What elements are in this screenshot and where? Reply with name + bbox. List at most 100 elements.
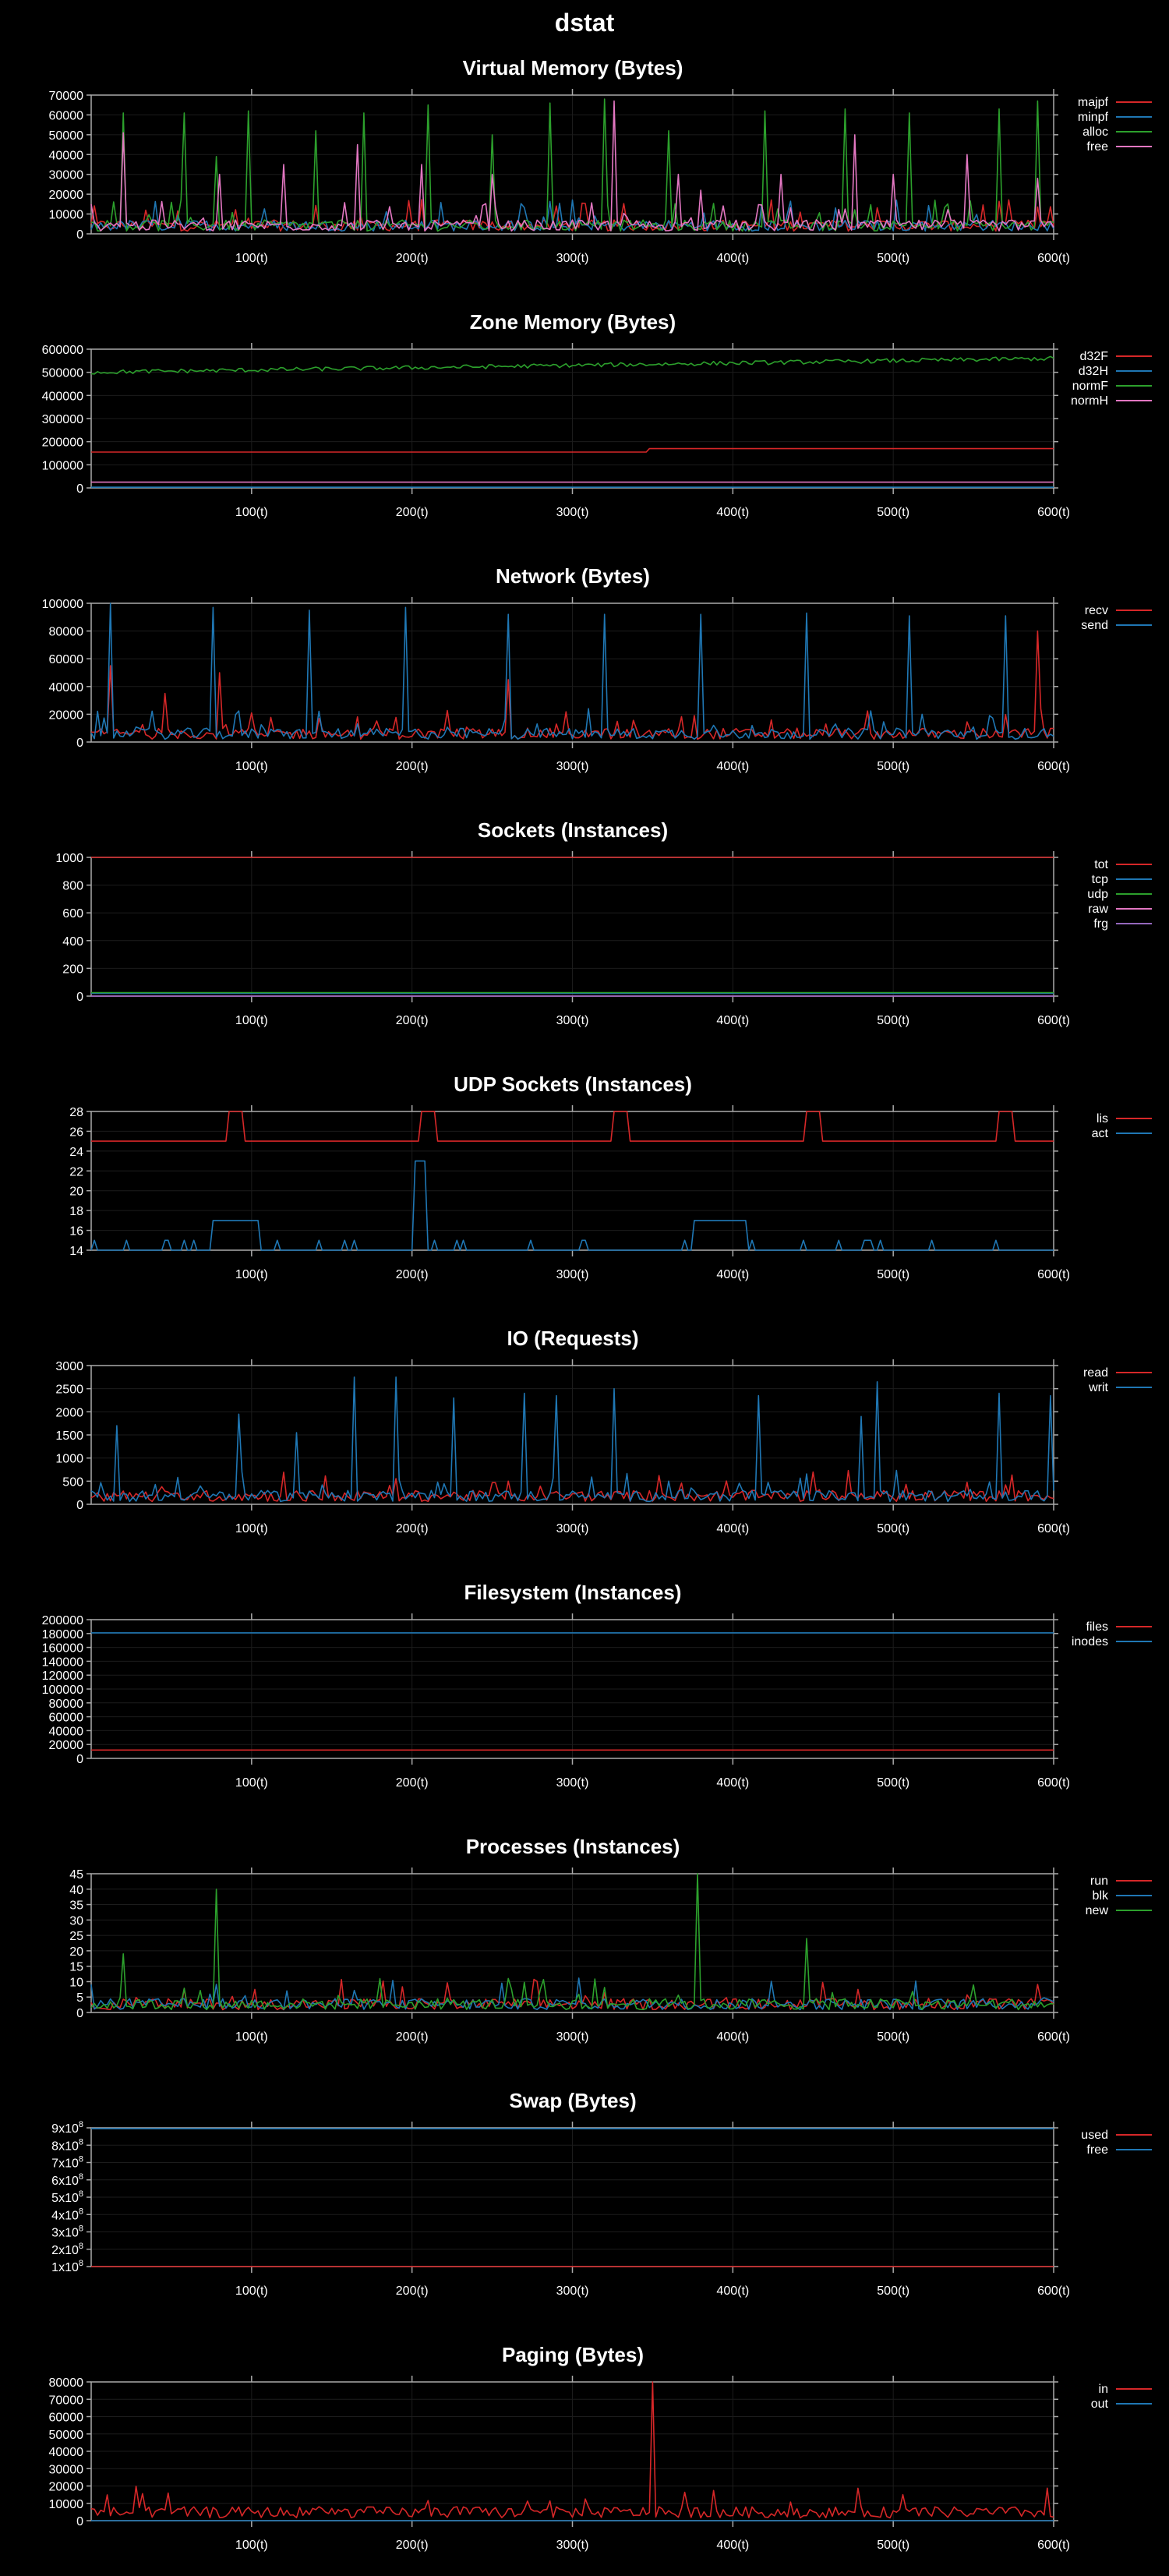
x-tick-label: 100(t) bbox=[235, 2539, 268, 2552]
x-tick-label: 400(t) bbox=[716, 1522, 749, 1535]
legend-label: lis bbox=[1097, 1112, 1108, 1125]
chart-title: Sockets (Instances) bbox=[478, 818, 668, 842]
x-tick-label: 600(t) bbox=[1037, 252, 1070, 265]
chart-panel: UDP Sockets (Instances) 14 16 18 20 22 24 26 28 1… bbox=[69, 1072, 1152, 1281]
y-tick-label: 50000 bbox=[49, 129, 84, 143]
series-line-in bbox=[90, 2381, 1054, 2519]
x-tick-label: 600(t) bbox=[1037, 1268, 1070, 1281]
x-tick-label: 200(t) bbox=[396, 252, 429, 265]
series-line-blk bbox=[90, 1977, 1054, 2011]
y-tick-label: 2500 bbox=[55, 1383, 83, 1397]
y-tick-label: 0 bbox=[76, 2007, 83, 2020]
chart-title: IO (Requests) bbox=[507, 1327, 638, 1350]
x-tick-label: 300(t) bbox=[556, 760, 589, 773]
legend-label: act bbox=[1092, 1127, 1109, 1140]
x-tick-label: 500(t) bbox=[877, 1268, 909, 1281]
plot-frame bbox=[90, 602, 1054, 743]
y-tick-label: 9x108 bbox=[51, 2120, 83, 2136]
y-tick-label: 15 bbox=[69, 1961, 83, 1974]
x-tick-label: 600(t) bbox=[1037, 506, 1070, 519]
y-tick-label: 5x108 bbox=[51, 2189, 83, 2205]
y-tick-label: 20000 bbox=[49, 1739, 84, 1752]
series-line-read bbox=[90, 1469, 1054, 1503]
chart-title: Filesystem (Instances) bbox=[464, 1581, 682, 1604]
y-tick-label: 500 bbox=[62, 1475, 83, 1489]
y-tick-label: 20 bbox=[69, 1186, 83, 1199]
y-tick-label: 45 bbox=[69, 1868, 83, 1882]
y-tick-label: 500000 bbox=[42, 367, 83, 380]
x-tick-label: 500(t) bbox=[877, 1522, 909, 1535]
y-tick-label: 1x108 bbox=[51, 2259, 83, 2274]
y-tick-label: 60000 bbox=[49, 1712, 84, 1725]
y-tick-label: 0 bbox=[76, 482, 83, 496]
x-tick-label: 200(t) bbox=[396, 2539, 429, 2552]
x-tick-label: 600(t) bbox=[1037, 2539, 1070, 2552]
y-tick-label: 20000 bbox=[49, 2481, 84, 2494]
y-tick-label: 6x108 bbox=[51, 2172, 83, 2188]
y-tick-label: 70000 bbox=[49, 2394, 84, 2407]
y-tick-label: 40000 bbox=[49, 1725, 84, 1738]
x-tick-label: 500(t) bbox=[877, 2539, 909, 2552]
x-tick-label: 500(t) bbox=[877, 252, 909, 265]
legend-label: in bbox=[1099, 2383, 1108, 2396]
y-tick-label: 100000 bbox=[42, 1684, 83, 1697]
series-line-run bbox=[90, 1978, 1054, 2011]
chart-title: Virtual Memory (Bytes) bbox=[463, 56, 683, 80]
y-tick-label: 40 bbox=[69, 1884, 83, 1897]
y-tick-label: 14 bbox=[69, 1245, 83, 1258]
x-tick-label: 100(t) bbox=[235, 2030, 268, 2044]
x-tick-label: 300(t) bbox=[556, 2539, 589, 2552]
legend-label: used bbox=[1081, 2129, 1108, 2142]
y-tick-label: 25 bbox=[69, 1930, 83, 1943]
y-tick-label: 5 bbox=[76, 1991, 83, 2005]
y-tick-label: 30000 bbox=[49, 2463, 84, 2476]
x-tick-label: 100(t) bbox=[235, 1522, 268, 1535]
x-tick-label: 100(t) bbox=[235, 2284, 268, 2298]
y-tick-label: 3x108 bbox=[51, 2224, 83, 2240]
x-tick-label: 200(t) bbox=[396, 506, 429, 519]
x-tick-label: 500(t) bbox=[877, 1776, 909, 1790]
y-tick-label: 60000 bbox=[49, 2412, 84, 2425]
y-tick-label: 80000 bbox=[49, 1698, 84, 1711]
y-tick-label: 10000 bbox=[49, 209, 84, 222]
y-tick-label: 30 bbox=[69, 1914, 83, 1928]
series-line-d32F bbox=[91, 447, 1054, 453]
y-tick-label: 2x108 bbox=[51, 2242, 83, 2257]
legend-label: out bbox=[1091, 2398, 1109, 2411]
x-tick-label: 100(t) bbox=[235, 252, 268, 265]
x-tick-label: 600(t) bbox=[1037, 1014, 1070, 1027]
chart-panel: Zone Memory (Bytes) 0 100000 200000 300000 40… bbox=[42, 310, 1152, 519]
x-tick-label: 100(t) bbox=[235, 1776, 268, 1790]
y-tick-label: 20000 bbox=[49, 708, 84, 722]
chart-title: Network (Bytes) bbox=[496, 564, 650, 588]
chart-panel: Sockets (Instances) 0 200 400 600 800 1000 100(… bbox=[55, 818, 1152, 1027]
legend-label: inodes bbox=[1072, 1635, 1108, 1648]
x-tick-label: 400(t) bbox=[716, 1014, 749, 1027]
y-tick-label: 10000 bbox=[49, 2498, 84, 2511]
x-tick-label: 600(t) bbox=[1037, 1776, 1070, 1790]
x-tick-label: 600(t) bbox=[1037, 2284, 1070, 2298]
y-tick-label: 200000 bbox=[42, 1614, 83, 1627]
legend-label: blk bbox=[1093, 1889, 1109, 1903]
legend-label: writ bbox=[1088, 1381, 1108, 1394]
chart-title: Zone Memory (Bytes) bbox=[470, 310, 676, 334]
legend-label: free bbox=[1086, 2143, 1108, 2157]
y-tick-label: 80000 bbox=[49, 626, 84, 639]
y-tick-label: 3000 bbox=[55, 1360, 83, 1373]
x-tick-label: 400(t) bbox=[716, 506, 749, 519]
legend-label: tcp bbox=[1092, 873, 1108, 886]
x-tick-label: 100(t) bbox=[235, 760, 268, 773]
legend-label: new bbox=[1086, 1904, 1109, 1917]
series-line-normF bbox=[90, 355, 1054, 375]
chart-panel: Virtual Memory (Bytes) 0 10000 20000 30000 40… bbox=[49, 56, 1152, 265]
y-tick-label: 40000 bbox=[49, 149, 84, 162]
x-tick-label: 200(t) bbox=[396, 2284, 429, 2298]
y-tick-label: 20000 bbox=[49, 189, 84, 202]
y-tick-label: 600 bbox=[62, 907, 83, 921]
y-tick-label: 200000 bbox=[42, 436, 83, 450]
legend-label: d32F bbox=[1080, 350, 1109, 363]
legend-label: frg bbox=[1093, 917, 1108, 931]
x-tick-label: 300(t) bbox=[556, 506, 589, 519]
y-tick-label: 60000 bbox=[49, 653, 84, 666]
